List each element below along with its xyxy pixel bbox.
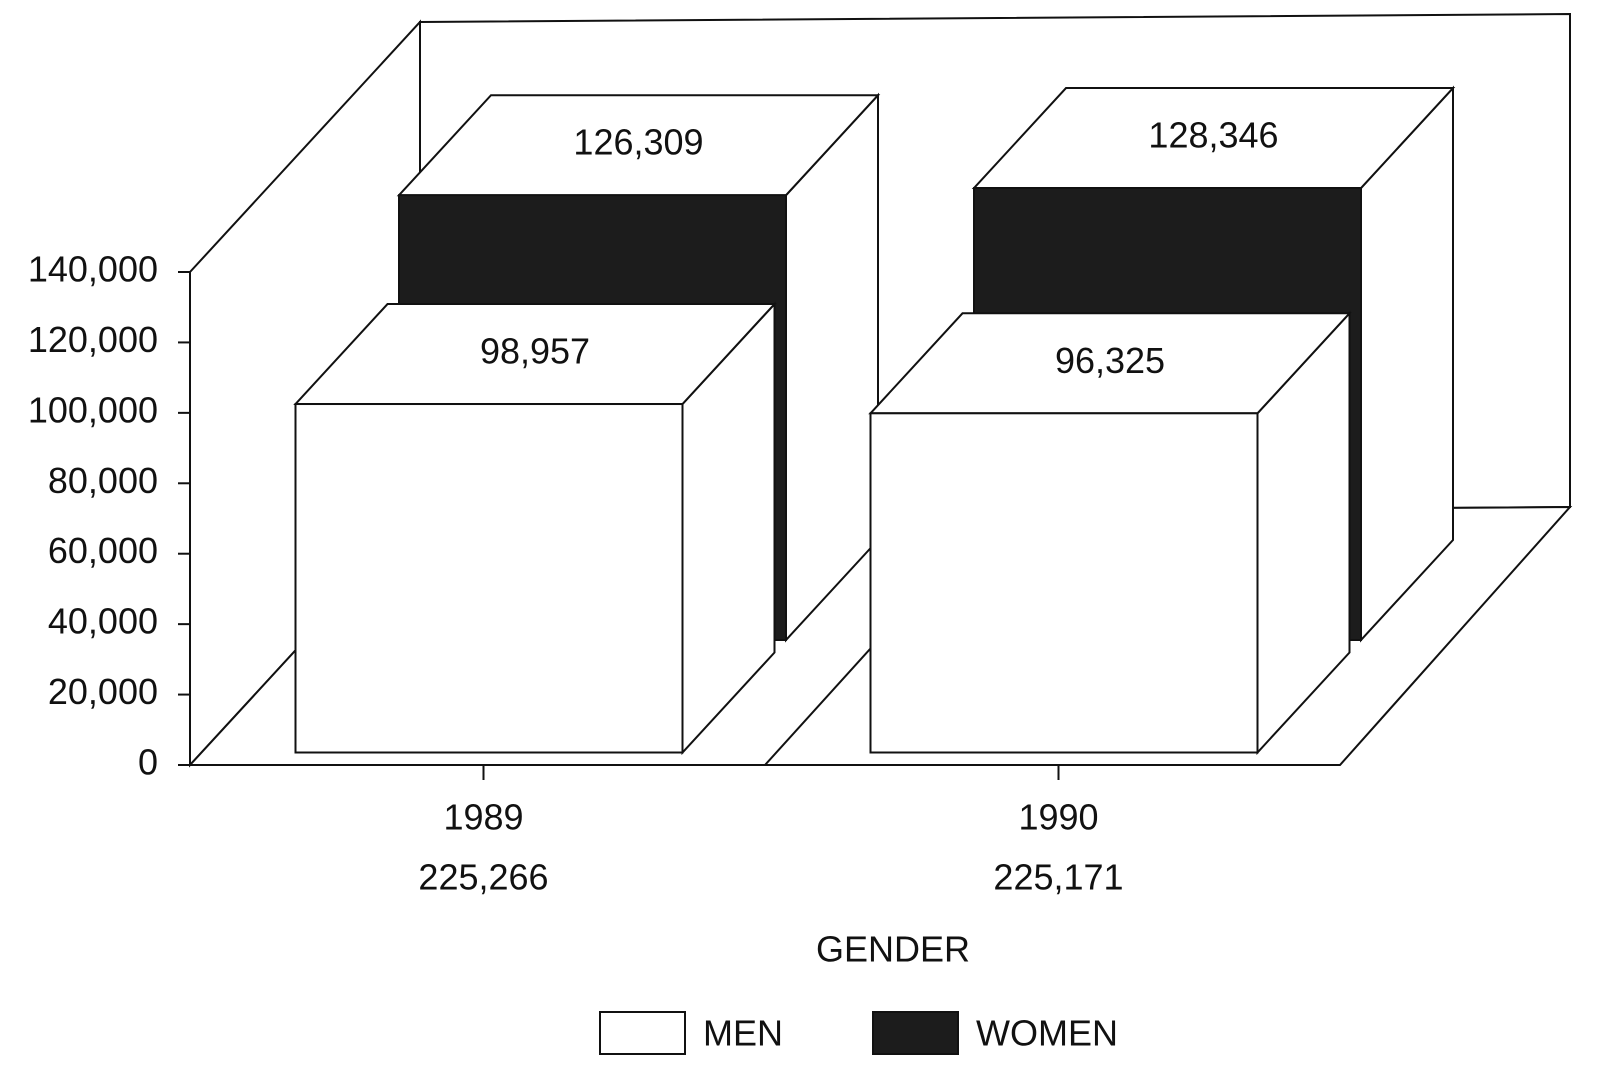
y-tick-label: 120,000: [28, 319, 158, 360]
value-label: 126,309: [573, 122, 703, 163]
bar: [869, 412, 1259, 754]
y-tick-label: 100,000: [28, 389, 158, 430]
y-tick-label: 40,000: [48, 601, 158, 642]
legend-label: MEN: [703, 1013, 783, 1054]
y-tick-label: 0: [138, 742, 158, 783]
legend-swatch: [872, 1011, 959, 1055]
y-tick-label: 20,000: [48, 671, 158, 712]
value-label: 128,346: [1148, 115, 1278, 156]
legend-swatch: [599, 1011, 686, 1055]
legend-label: WOMEN: [976, 1013, 1118, 1054]
category-total: 225,266: [418, 857, 548, 898]
y-tick-label: 60,000: [48, 530, 158, 571]
x-tick-label: 1989: [443, 797, 523, 838]
x-tick-label: 1990: [1018, 797, 1098, 838]
value-label: 98,957: [480, 331, 590, 372]
value-label: 96,325: [1055, 340, 1165, 381]
y-tick-label: 140,000: [28, 249, 158, 290]
category-total: 225,171: [993, 857, 1123, 898]
y-tick-label: 80,000: [48, 460, 158, 501]
x-axis-title: GENDER: [816, 929, 970, 970]
bar: [294, 403, 684, 754]
